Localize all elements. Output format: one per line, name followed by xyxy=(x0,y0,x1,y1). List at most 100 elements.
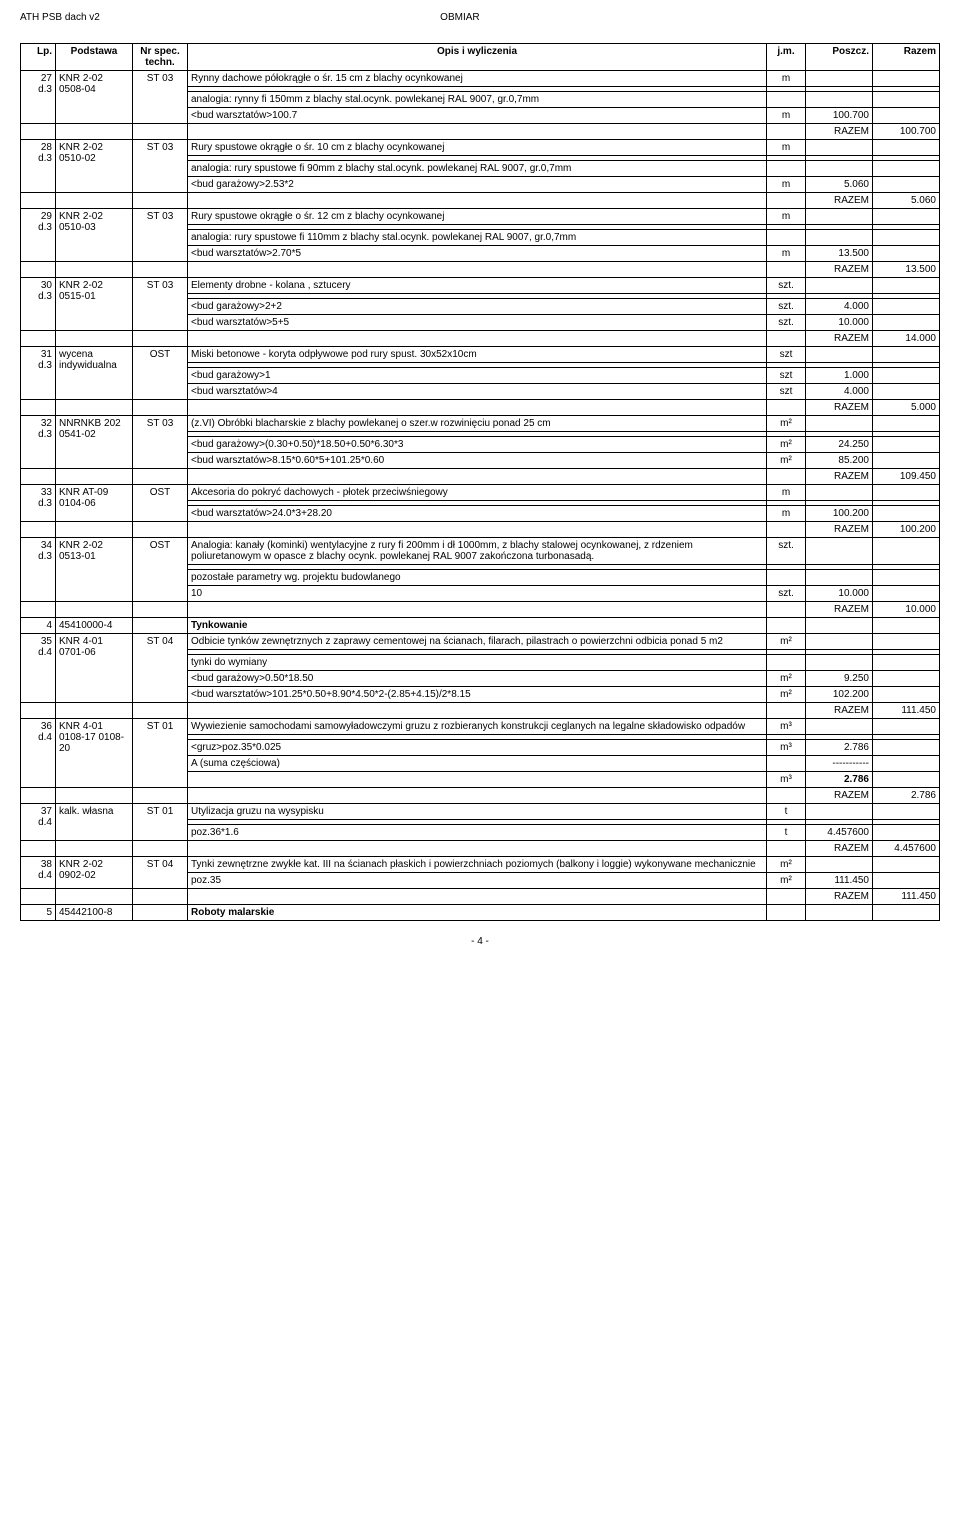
cell-jm xyxy=(767,618,806,634)
cell-razem xyxy=(873,278,940,294)
header-center: OBMIAR xyxy=(300,12,620,23)
cell-lp: 33d.3 xyxy=(21,485,56,522)
cell-razem xyxy=(873,437,940,453)
cell-poszcz: 13.500 xyxy=(806,246,873,262)
cell-lp xyxy=(21,124,56,140)
cell-poszcz xyxy=(806,634,873,650)
cell-lp: 4 xyxy=(21,618,56,634)
cell-jm xyxy=(767,161,806,177)
cell-lp: 28d.3 xyxy=(21,140,56,193)
cell-jm: szt xyxy=(767,347,806,363)
cell-podstawa: KNR 2-02 0508-04 xyxy=(56,71,133,124)
cell-poszcz xyxy=(806,278,873,294)
cell-jm: szt. xyxy=(767,299,806,315)
razem-row: RAZEM 4.457600 xyxy=(21,841,940,857)
cell-spec: ST 03 xyxy=(133,71,188,124)
cell-razem xyxy=(873,586,940,602)
cell-jm: m³ xyxy=(767,740,806,756)
razem-label: RAZEM xyxy=(806,400,873,416)
cell-opis xyxy=(188,522,767,538)
table-row: 33d.3KNR AT-09 0104-06OSTAkcesoria do po… xyxy=(21,485,940,501)
cell-jm xyxy=(767,469,806,485)
cell-jm xyxy=(767,602,806,618)
cell-opis: 10 xyxy=(188,586,767,602)
cell-jm xyxy=(767,262,806,278)
cell-lp: 36d.4 xyxy=(21,719,56,788)
cell-spec: ST 01 xyxy=(133,719,188,788)
razem-label: RAZEM xyxy=(806,331,873,347)
cell-poszcz: 10.000 xyxy=(806,315,873,331)
razem-label: RAZEM xyxy=(806,262,873,278)
cell-razem xyxy=(873,825,940,841)
cell-lp: 35d.4 xyxy=(21,634,56,703)
razem-label: RAZEM xyxy=(806,193,873,209)
cell-poszcz: 2.786 xyxy=(806,740,873,756)
cell-jm: m³ xyxy=(767,719,806,735)
razem-value: 111.450 xyxy=(873,703,940,719)
cell-spec xyxy=(133,469,188,485)
cell-razem xyxy=(873,230,940,246)
razem-value: 111.450 xyxy=(873,889,940,905)
cell-opis: Akcesoria do pokryć dachowych - płotek p… xyxy=(188,485,767,501)
cell-opis: Rury spustowe okrągłe o śr. 12 cm z blac… xyxy=(188,209,767,225)
cell-jm: m² xyxy=(767,634,806,650)
razem-row: RAZEM 13.500 xyxy=(21,262,940,278)
cell-poszcz: 100.200 xyxy=(806,506,873,522)
cell-lp: 27d.3 xyxy=(21,71,56,124)
cell-opis xyxy=(188,772,767,788)
cell-opis: <bud warsztatów>2.70*5 xyxy=(188,246,767,262)
cell-poszcz xyxy=(806,719,873,735)
cell-opis xyxy=(188,602,767,618)
table-row: 28d.3KNR 2-02 0510-02ST 03Rury spustowe … xyxy=(21,140,940,156)
cell-podstawa xyxy=(56,262,133,278)
cell-spec xyxy=(133,841,188,857)
razem-row: RAZEM 111.450 xyxy=(21,703,940,719)
cell-lp xyxy=(21,400,56,416)
cell-spec: ST 04 xyxy=(133,857,188,889)
cell-opis: <bud warsztatów>5+5 xyxy=(188,315,767,331)
cell-opis: Roboty malarskie xyxy=(188,905,767,921)
cell-lp: 32d.3 xyxy=(21,416,56,469)
table-row: 37d.4kalk. własnaST 01Utylizacja gruzu n… xyxy=(21,804,940,820)
cell-razem xyxy=(873,453,940,469)
cell-opis xyxy=(188,193,767,209)
cell-jm xyxy=(767,756,806,772)
razem-row: RAZEM 111.450 xyxy=(21,889,940,905)
cell-opis xyxy=(188,400,767,416)
cell-poszcz: 100.700 xyxy=(806,108,873,124)
cell-jm xyxy=(767,655,806,671)
cell-lp xyxy=(21,193,56,209)
cell-lp xyxy=(21,703,56,719)
cell-razem xyxy=(873,804,940,820)
cell-poszcz: 2.786 xyxy=(806,772,873,788)
cell-spec xyxy=(133,400,188,416)
cell-opis: <bud warsztatów>100.7 xyxy=(188,108,767,124)
cell-poszcz xyxy=(806,857,873,873)
cell-podstawa: kalk. własna xyxy=(56,804,133,841)
cell-podstawa: KNR 2-02 0902-02 xyxy=(56,857,133,889)
cell-razem xyxy=(873,719,940,735)
table-row: 545442100-8Roboty malarskie xyxy=(21,905,940,921)
cell-poszcz xyxy=(806,570,873,586)
cell-jm xyxy=(767,522,806,538)
cell-lp xyxy=(21,331,56,347)
cell-poszcz xyxy=(806,416,873,432)
razem-label: RAZEM xyxy=(806,841,873,857)
cell-lp xyxy=(21,788,56,804)
razem-value: 4.457600 xyxy=(873,841,940,857)
razem-value: 13.500 xyxy=(873,262,940,278)
razem-value: 100.200 xyxy=(873,522,940,538)
table-row: 30d.3KNR 2-02 0515-01ST 03Elementy drobn… xyxy=(21,278,940,294)
cell-jm: m² xyxy=(767,671,806,687)
cell-razem xyxy=(873,506,940,522)
cell-poszcz xyxy=(806,230,873,246)
razem-row: RAZEM 100.700 xyxy=(21,124,940,140)
cell-jm: m xyxy=(767,71,806,87)
cell-poszcz: 24.250 xyxy=(806,437,873,453)
cell-razem xyxy=(873,140,940,156)
cell-poszcz xyxy=(806,161,873,177)
cell-opis: (z.VI) Obróbki blacharskie z blachy powl… xyxy=(188,416,767,432)
cell-jm xyxy=(767,703,806,719)
cell-razem xyxy=(873,687,940,703)
cell-lp: 29d.3 xyxy=(21,209,56,262)
